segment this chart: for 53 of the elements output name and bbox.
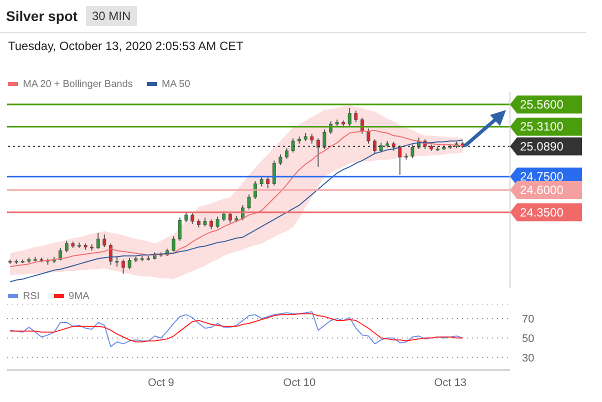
candlestick — [260, 175, 264, 187]
candlestick — [108, 242, 112, 266]
candlestick — [373, 138, 376, 154]
candlestick — [316, 138, 320, 168]
y-tick-label: 25.3100 — [520, 120, 564, 134]
candlestick — [354, 110, 358, 123]
candlestick — [247, 194, 251, 210]
legend-label: MA 20 + Bollinger Bands — [23, 78, 133, 90]
line-series — [10, 311, 464, 348]
candlestick — [348, 108, 352, 126]
candlestick — [210, 218, 213, 230]
y-tick-label: 24.3500 — [520, 205, 564, 220]
candlestick — [102, 234, 106, 248]
candlestick — [379, 142, 383, 154]
x-tick-label: Oct 9 — [148, 376, 174, 389]
y-tick-label: 25.5600 — [520, 97, 564, 112]
candlestick — [172, 236, 176, 252]
legend-label: RSI — [23, 290, 40, 302]
candlestick — [122, 258, 125, 274]
y-tick-label: 24.6000 — [520, 183, 564, 197]
y-tick-label: 30 — [522, 352, 534, 364]
line-series — [10, 140, 464, 282]
line-series — [10, 313, 464, 342]
x-tick-label: Oct 10 — [283, 376, 316, 389]
candlestick — [291, 138, 295, 154]
legend-label: MA 50 — [162, 78, 190, 90]
x-tick-label: Oct 13 — [434, 376, 466, 389]
candlestick — [96, 232, 100, 250]
chart-subtitle: Tuesday, October 13, 2020 2:05:53 AM CET — [8, 39, 244, 53]
text: 30 MIN — [86, 6, 137, 26]
candlestick — [64, 240, 68, 253]
candlestick — [366, 128, 370, 144]
y-tick-label: 50 — [522, 332, 534, 345]
chart-title: Silver spot — [6, 8, 78, 24]
candlestick — [115, 255, 119, 268]
y-tick-label: 70 — [522, 313, 534, 326]
candlestick — [58, 247, 62, 261]
candlestick — [266, 176, 270, 189]
candlestick — [398, 144, 402, 176]
candlestick — [272, 160, 276, 186]
candlestick — [278, 154, 282, 166]
y-tick-label: 25.0890 — [520, 139, 564, 154]
candlestick — [285, 148, 288, 160]
candlestick — [128, 257, 132, 270]
candlestick — [322, 128, 326, 150]
candlestick — [190, 212, 194, 224]
candlestick — [410, 144, 414, 158]
candlestick — [216, 216, 220, 229]
y-tick-label: 24.7500 — [520, 170, 564, 184]
candlestick — [228, 212, 232, 224]
candlestick — [310, 133, 314, 144]
candlestick — [178, 217, 182, 242]
legend-label: 9MA — [68, 290, 90, 302]
